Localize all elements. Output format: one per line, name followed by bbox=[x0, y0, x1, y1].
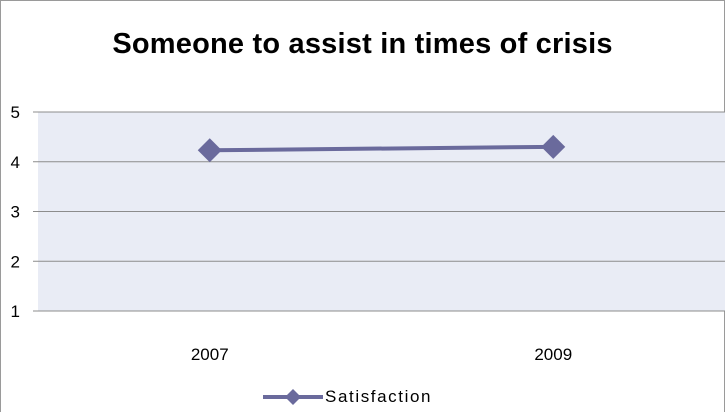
legend-label-satisfaction: Satisfaction bbox=[325, 387, 433, 406]
y-tick-label: 1 bbox=[11, 302, 20, 321]
gridlines bbox=[33, 111, 725, 312]
data-point-marker bbox=[197, 138, 222, 163]
legend: Satisfaction bbox=[263, 386, 432, 408]
data-point-marker bbox=[541, 134, 566, 159]
chart-title: Someone to assist in times of crisis bbox=[112, 28, 613, 60]
y-tick-label: 3 bbox=[11, 203, 20, 222]
x-axis-tick-labels: 2007 2009 bbox=[191, 345, 572, 364]
legend-swatch-satisfaction bbox=[263, 389, 323, 405]
x-tick-label: 2007 bbox=[191, 345, 229, 364]
y-tick-label: 2 bbox=[11, 252, 20, 271]
series-line bbox=[209, 144, 554, 153]
y-axis-tick-labels: 1 2 3 4 5 bbox=[11, 103, 20, 321]
x-tick-label: 2009 bbox=[534, 345, 572, 364]
y-tick-label: 5 bbox=[11, 103, 20, 122]
y-tick-label: 4 bbox=[11, 153, 20, 172]
series-satisfaction bbox=[197, 134, 566, 163]
